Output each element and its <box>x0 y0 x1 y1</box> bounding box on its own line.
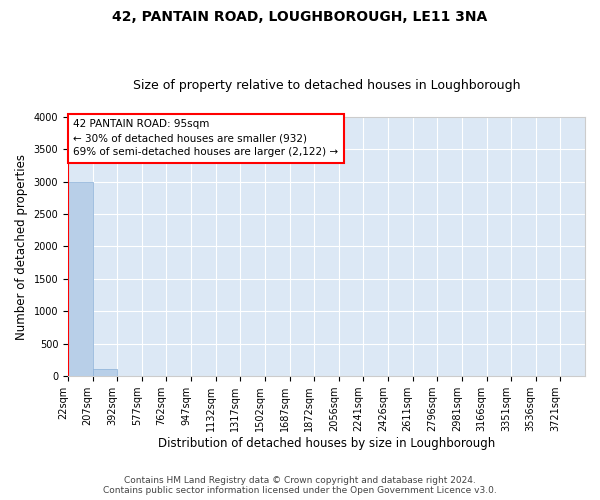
Text: 42, PANTAIN ROAD, LOUGHBOROUGH, LE11 3NA: 42, PANTAIN ROAD, LOUGHBOROUGH, LE11 3NA <box>112 10 488 24</box>
Bar <box>92 369 117 376</box>
Text: 42 PANTAIN ROAD: 95sqm
← 30% of detached houses are smaller (932)
69% of semi-de: 42 PANTAIN ROAD: 95sqm ← 30% of detached… <box>73 120 338 158</box>
Y-axis label: Number of detached properties: Number of detached properties <box>15 154 28 340</box>
Text: Contains HM Land Registry data © Crown copyright and database right 2024.
Contai: Contains HM Land Registry data © Crown c… <box>103 476 497 495</box>
X-axis label: Distribution of detached houses by size in Loughborough: Distribution of detached houses by size … <box>158 437 495 450</box>
Title: Size of property relative to detached houses in Loughborough: Size of property relative to detached ho… <box>133 79 520 92</box>
Bar <box>68 182 92 376</box>
